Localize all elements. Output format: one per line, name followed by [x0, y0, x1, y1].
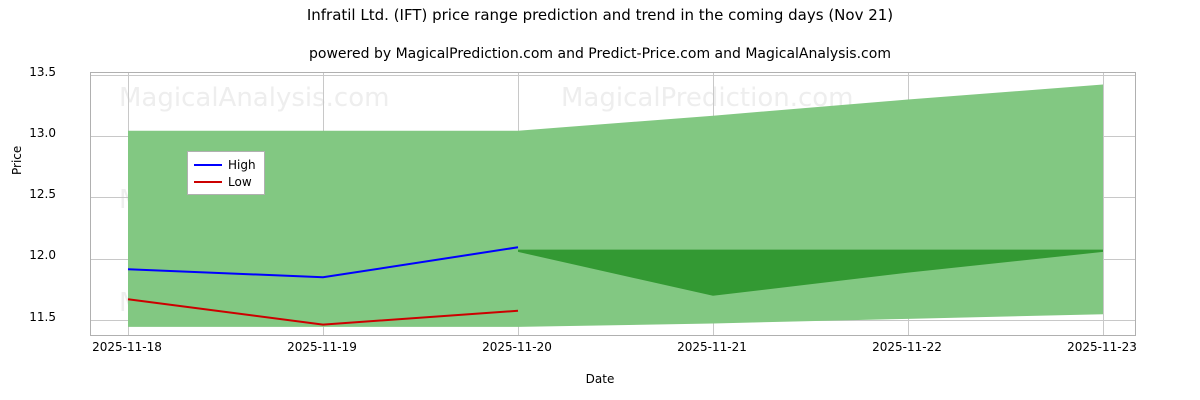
legend-swatch-low — [194, 180, 222, 183]
chart-svg — [127, 84, 1103, 327]
inner-range-band — [518, 249, 1103, 296]
high-series-line — [127, 246, 519, 279]
x-tick-1: 2025-11-19 — [287, 340, 357, 354]
x-tick-5: 2025-11-23 — [1067, 340, 1137, 354]
gridline-x-5 — [1103, 73, 1104, 335]
legend-swatch-high — [194, 163, 222, 166]
legend: High Low — [187, 151, 265, 195]
x-tick-4: 2025-11-22 — [872, 340, 942, 354]
x-tick-0: 2025-11-18 — [92, 340, 162, 354]
x-tick-3: 2025-11-21 — [677, 340, 747, 354]
low-series-line — [127, 298, 519, 326]
x-tick-2: 2025-11-20 — [482, 340, 552, 354]
legend-item-high: High — [192, 156, 256, 173]
outer-range-band — [128, 84, 1103, 327]
chart-subtitle: powered by MagicalPrediction.com and Pre… — [309, 46, 891, 62]
legend-label-high: High — [228, 157, 256, 172]
chart-title: Infratil Ltd. (IFT) price range predicti… — [306, 6, 894, 24]
gridline-y-13.5 — [91, 75, 1135, 76]
y-axis-label: Price — [10, 145, 24, 175]
legend-item-low: Low — [192, 173, 256, 190]
x-axis-label: Date — [585, 372, 615, 386]
legend-label-low: Low — [228, 174, 252, 189]
plot-area: MagicalAnalysis.com MagicalPrediction.co… — [90, 72, 1136, 336]
